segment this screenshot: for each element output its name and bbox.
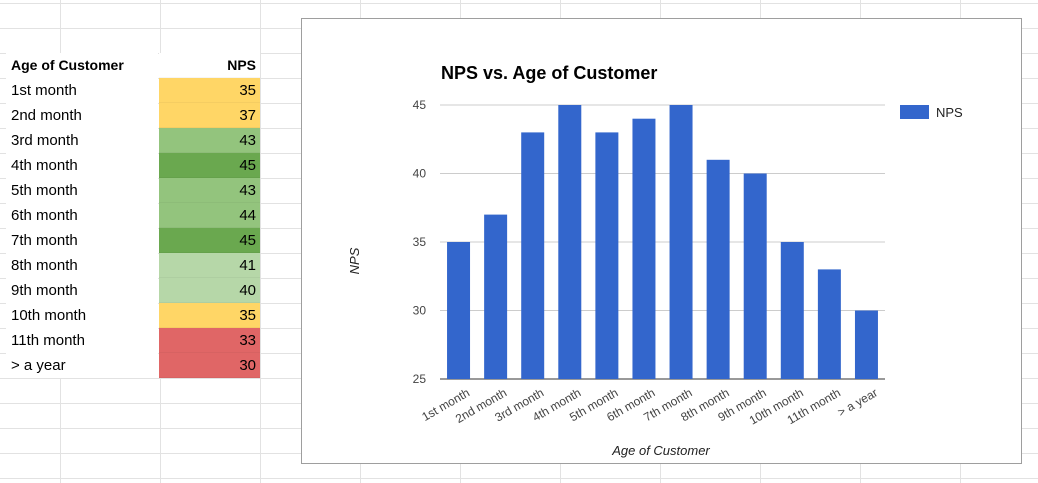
nps-value-cell[interactable]: 43 bbox=[159, 128, 260, 153]
y-axis-title: NPS bbox=[347, 247, 362, 274]
nps-value-cell[interactable]: 33 bbox=[159, 328, 260, 353]
nps-value-cell[interactable]: 45 bbox=[159, 228, 260, 253]
row-label-cell[interactable]: 6th month bbox=[6, 203, 158, 228]
bar-3[interactable] bbox=[521, 132, 545, 379]
chart-svg: NPS vs. Age of Customer 25 30 35 40 45 1st m… bbox=[347, 63, 963, 458]
row-label-cell[interactable]: 9th month bbox=[6, 278, 158, 303]
bar-10[interactable] bbox=[780, 242, 804, 379]
y-tick-label: 45 bbox=[413, 98, 427, 112]
row-label-cell[interactable]: 3rd month bbox=[6, 128, 158, 153]
row-label-cell[interactable]: 11th month bbox=[6, 328, 158, 353]
nps-value-cell[interactable]: 37 bbox=[159, 103, 260, 128]
nps-value-cell[interactable]: 45 bbox=[159, 153, 260, 178]
header-cell-nps[interactable]: NPS bbox=[159, 53, 260, 78]
table-row: 6th month 44 bbox=[6, 203, 260, 228]
table-row: 3rd month 43 bbox=[6, 128, 260, 153]
table-row: 5th month 43 bbox=[6, 178, 260, 203]
table-row: 10th month 35 bbox=[6, 303, 260, 328]
nps-value-cell[interactable]: 43 bbox=[159, 178, 260, 203]
y-axis-ticks: 25 30 35 40 45 bbox=[413, 98, 427, 386]
table-row: 1st month 35 bbox=[6, 78, 260, 103]
bar-12[interactable] bbox=[854, 310, 878, 380]
row-label-cell[interactable]: 5th month bbox=[6, 178, 158, 203]
table-row: 8th month 41 bbox=[6, 253, 260, 278]
nps-value-cell[interactable]: 35 bbox=[159, 78, 260, 103]
bar-5[interactable] bbox=[595, 132, 619, 379]
row-label-cell[interactable]: 10th month bbox=[6, 303, 158, 328]
x-tick-label: > a year bbox=[835, 385, 880, 419]
nps-value-cell[interactable]: 41 bbox=[159, 253, 260, 278]
table-row: 4th month 45 bbox=[6, 153, 260, 178]
x-axis-title: Age of Customer bbox=[611, 443, 710, 458]
bar-9[interactable] bbox=[743, 173, 767, 380]
table-row: 2nd month 37 bbox=[6, 103, 260, 128]
nps-value-cell[interactable]: 40 bbox=[159, 278, 260, 303]
bars bbox=[447, 105, 878, 379]
bar-2[interactable] bbox=[484, 214, 508, 379]
legend-label-nps: NPS bbox=[936, 105, 963, 120]
table-row: 9th month 40 bbox=[6, 278, 260, 303]
data-table: Age of Customer NPS 1st month 35 2nd month… bbox=[6, 53, 260, 378]
y-tick-label: 40 bbox=[413, 167, 427, 181]
row-label-cell[interactable]: 8th month bbox=[6, 253, 158, 278]
legend-swatch bbox=[900, 105, 929, 119]
table-body: 1st month 35 2nd month 37 3rd month 43 4th mon… bbox=[6, 78, 260, 378]
row-label-cell[interactable]: 4th month bbox=[6, 153, 158, 178]
table-header-row: Age of Customer NPS bbox=[6, 53, 260, 78]
row-label-cell[interactable]: 1st month bbox=[6, 78, 158, 103]
nps-value-cell[interactable]: 30 bbox=[159, 353, 260, 378]
row-label-cell[interactable]: 2nd month bbox=[6, 103, 158, 128]
bar-1[interactable] bbox=[447, 242, 471, 379]
row-label-cell[interactable]: 7th month bbox=[6, 228, 158, 253]
y-tick-label: 30 bbox=[413, 304, 427, 318]
bar-7[interactable] bbox=[669, 105, 693, 379]
bar-6[interactable] bbox=[632, 118, 656, 379]
nps-value-cell[interactable]: 35 bbox=[159, 303, 260, 328]
table-row: 11th month 33 bbox=[6, 328, 260, 353]
y-tick-label: 25 bbox=[413, 372, 427, 386]
bar-4[interactable] bbox=[558, 105, 582, 379]
table-row: > a year 30 bbox=[6, 353, 260, 378]
bar-11[interactable] bbox=[817, 269, 841, 379]
bar-8[interactable] bbox=[706, 159, 730, 379]
chart-container[interactable]: NPS vs. Age of Customer 25 30 35 40 45 1st m… bbox=[301, 18, 1022, 464]
table-row: 7th month 45 bbox=[6, 228, 260, 253]
gridlines bbox=[440, 104, 885, 380]
y-tick-label: 35 bbox=[413, 235, 427, 249]
chart-title: NPS vs. Age of Customer bbox=[441, 63, 657, 83]
legend[interactable]: NPS bbox=[900, 105, 963, 120]
row-label-cell[interactable]: > a year bbox=[6, 353, 158, 378]
header-cell-age[interactable]: Age of Customer bbox=[6, 53, 158, 78]
nps-value-cell[interactable]: 44 bbox=[159, 203, 260, 228]
